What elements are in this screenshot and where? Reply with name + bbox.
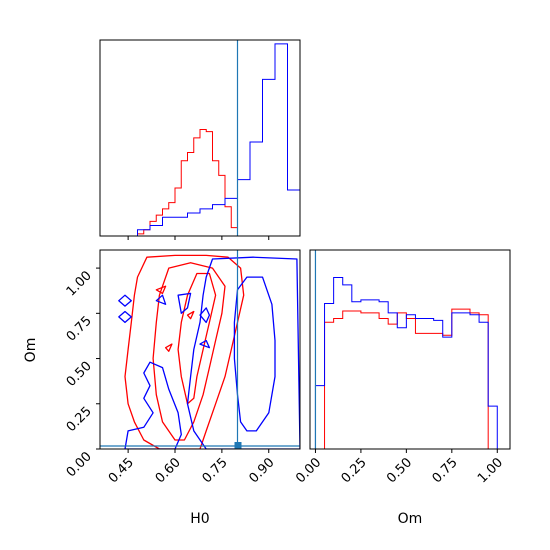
contour-series-1-level-4 <box>118 310 132 324</box>
contour-y-tick-label-0: 0.00 <box>64 449 95 480</box>
h0-om-contour-ticks: 0.45 0.60 0.75 0.90 0.00 0.25 0.50 0.75 1.00 <box>64 267 278 486</box>
truth-point-marker <box>234 442 242 449</box>
om-histogram-panel: 0.00 0.25 0.50 0.75 1.00 Om <box>293 249 511 527</box>
contour-series-1-level-0 <box>124 361 182 449</box>
contour-series-0-level-2 <box>177 272 217 405</box>
h0-om-contour-frame <box>99 249 301 450</box>
om-histogram-x-tick-label-2: 0.50 <box>384 455 415 486</box>
contour-x-tick-label-2: 0.75 <box>200 455 231 486</box>
contour-series-1-level-6 <box>199 307 211 324</box>
contour-x-tick-label-1: 0.60 <box>153 455 184 486</box>
contour-series-1-level-1 <box>186 256 300 449</box>
contour-series-1-level-8 <box>199 339 211 349</box>
x-axis-label-om: Om <box>398 511 423 527</box>
contour-series-0-level-1 <box>152 262 226 441</box>
contour-y-tick-label-4: 1.00 <box>64 268 95 299</box>
contour-series-1-level-5 <box>177 292 192 314</box>
om-histogram-x-tick-label-4: 1.00 <box>475 455 506 486</box>
h0-om-contour-panel: 0.45 0.60 0.75 0.900.000.250.500.751.00 H0 … <box>23 249 301 527</box>
h0-histogram-ticks <box>127 236 270 240</box>
y-axis-label-om: Om <box>23 338 39 363</box>
contour-x-tick-label-3: 0.90 <box>246 455 277 486</box>
contour-series-0-level-0 <box>124 254 245 449</box>
h0-om-contour-plot-area <box>100 250 300 449</box>
contour-lines <box>118 254 300 449</box>
contour-series-1-level-2 <box>233 276 276 432</box>
contour-series-1-level-7 <box>155 294 167 305</box>
h0-histogram-frame <box>99 39 301 237</box>
x-axis-label-h0: H0 <box>190 511 209 527</box>
om-histogram-plot-area <box>314 250 498 450</box>
h0-histogram-panel <box>99 39 301 240</box>
contour-y-tick-label-1: 0.25 <box>64 404 95 435</box>
om-histogram-x-tick-label-3: 0.75 <box>430 455 461 486</box>
h0-histogram-series-0 <box>137 128 238 236</box>
contour-series-0-level-4 <box>186 310 195 320</box>
contour-series-0-level-3 <box>155 285 167 295</box>
contour-x-tick-label-0: 0.45 <box>106 455 137 486</box>
om-histogram-series-1 <box>314 276 498 449</box>
contour-y-tick-label-2: 0.50 <box>64 359 95 390</box>
h0-histogram-series-1 <box>137 43 301 236</box>
contour-series-1-level-3 <box>118 294 132 307</box>
om-histogram-x-tick-label-1: 0.25 <box>339 455 370 486</box>
om-histogram-series-0 <box>315 308 498 450</box>
om-histogram-ticks: 0.00 0.25 0.50 0.75 1.00 <box>293 449 506 486</box>
om-histogram-frame <box>309 249 511 450</box>
om-histogram-x-tick-label-0: 0.00 <box>293 455 324 486</box>
contour-series-0-level-5 <box>164 343 173 352</box>
contour-y-tick-label-3: 0.75 <box>64 314 95 345</box>
h0-histogram-plot-area <box>137 40 301 236</box>
